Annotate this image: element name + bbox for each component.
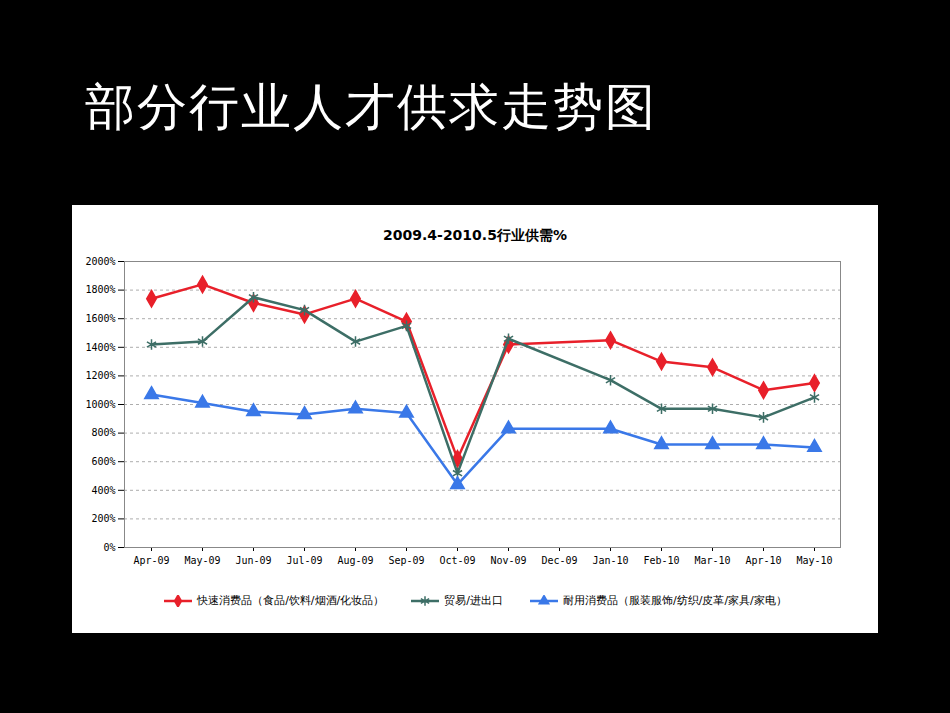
svg-text:Apr-09: Apr-09 — [133, 555, 169, 566]
svg-text:1400%: 1400% — [85, 342, 115, 353]
svg-text:1600%: 1600% — [85, 313, 115, 324]
svg-text:1000%: 1000% — [85, 399, 115, 410]
svg-text:Mar-10: Mar-10 — [694, 555, 730, 566]
svg-text:Nov-09: Nov-09 — [490, 555, 526, 566]
html-text:部分行业人才供求走势图: 部分行业人才供求走势图 — [85, 78, 657, 136]
svg-text:Apr-10: Apr-10 — [745, 555, 781, 566]
svg-text:May-09: May-09 — [184, 555, 220, 566]
svg-text:200%: 200% — [91, 513, 115, 524]
svg-text:Jul-09: Jul-09 — [286, 555, 322, 566]
svg-text:Sep-09: Sep-09 — [388, 555, 424, 566]
svg-text:Feb-10: Feb-10 — [643, 555, 679, 566]
svg-text:Jun-09: Jun-09 — [235, 555, 271, 566]
svg-text:Oct-09: Oct-09 — [439, 555, 475, 566]
svg-text:0%: 0% — [103, 542, 115, 553]
svg-text:Jan-10: Jan-10 — [592, 555, 628, 566]
html-text:快速消费品（食品/饮料/烟酒/化妆品）: 快速消费品（食品/饮料/烟酒/化妆品） — [197, 594, 385, 607]
svg-text:2000%: 2000% — [85, 256, 115, 267]
svg-text:600%: 600% — [91, 456, 115, 467]
html-text:耐用消费品（服装服饰/纺织/皮革/家具/家电）: 耐用消费品（服装服饰/纺织/皮革/家具/家电） — [563, 594, 787, 607]
svg-text:May-10: May-10 — [796, 555, 832, 566]
svg-text:Aug-09: Aug-09 — [337, 555, 373, 566]
svg-text:1200%: 1200% — [85, 370, 115, 381]
svg-text:400%: 400% — [91, 485, 115, 496]
svg-text:Dec-09: Dec-09 — [541, 555, 577, 566]
svg-text:1800%: 1800% — [85, 284, 115, 295]
html-text:2009.4-2010.5行业供需%: 2009.4-2010.5行业供需% — [383, 227, 567, 243]
html-text:贸易/进出口: 贸易/进出口 — [444, 594, 503, 607]
svg-text:800%: 800% — [91, 427, 115, 438]
